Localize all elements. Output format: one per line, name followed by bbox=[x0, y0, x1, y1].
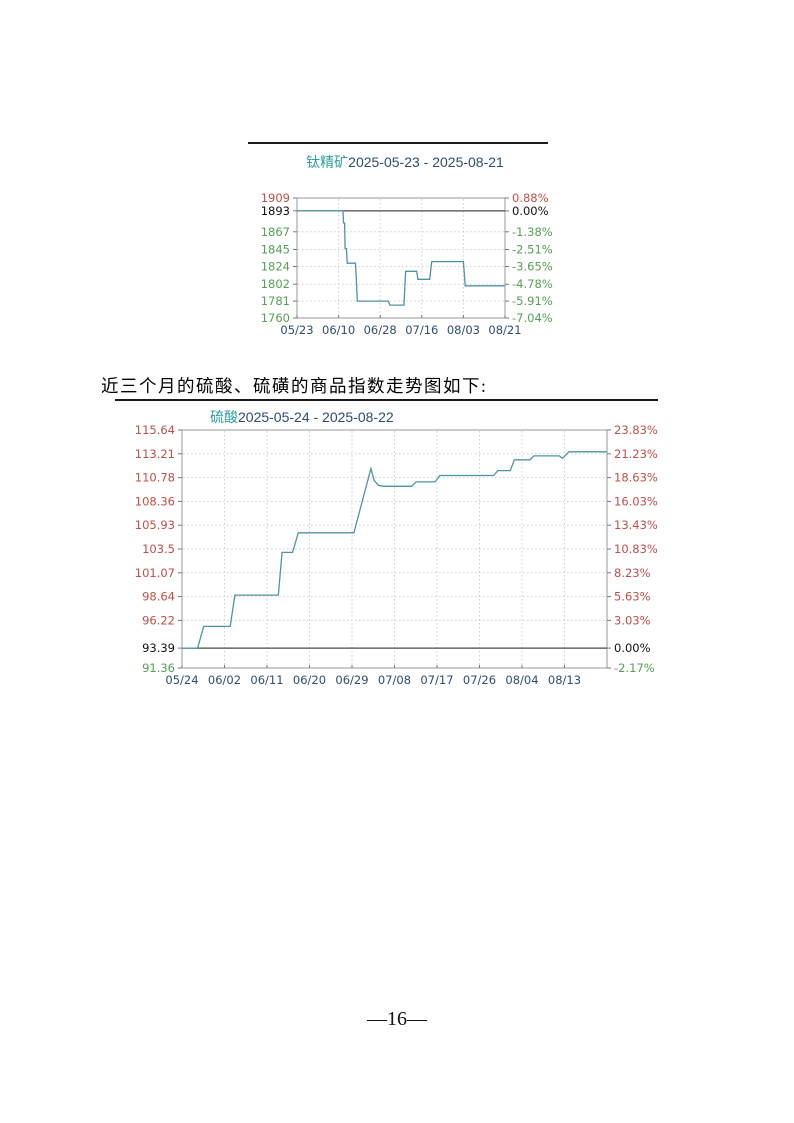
price-axis-label: 115.64 bbox=[135, 423, 175, 437]
percent-axis-label: 5.63% bbox=[614, 590, 651, 604]
titanium-plot-area: 1909 0.88% 1893 0.00% 1867 -1.38% 1845 -2.51% 18… bbox=[240, 145, 570, 360]
price-axis-label: 108.36 bbox=[135, 494, 175, 508]
price-axis-label: 1760 bbox=[261, 311, 290, 325]
percent-axis-label: 10.83% bbox=[614, 542, 658, 556]
price-axis-label: 91.36 bbox=[142, 661, 175, 675]
percent-axis-label: 13.43% bbox=[614, 518, 658, 532]
price-axis-label: 1824 bbox=[261, 260, 290, 274]
chart-title: 硫酸2025-05-24 - 2025-08-22 bbox=[210, 407, 394, 427]
date-axis-label: 08/03 bbox=[447, 323, 480, 337]
price-axis-label: 93.39 bbox=[142, 641, 175, 655]
price-axis-label: 1845 bbox=[261, 243, 290, 257]
divider-rule-top bbox=[248, 142, 548, 144]
sulfuric-acid-chart: 硫酸2025-05-24 - 2025-08-22 115.64 23.83% 11… bbox=[125, 400, 685, 700]
chart-date-range: 2025-05-23 - 2025-08-21 bbox=[348, 154, 504, 170]
date-axis-label: 06/29 bbox=[335, 673, 368, 687]
price-axis-label: 105.93 bbox=[135, 518, 175, 532]
price-axis-label: 96.22 bbox=[142, 613, 175, 627]
price-axis-label: 110.78 bbox=[135, 471, 175, 485]
chart-series-name: 硫酸 bbox=[210, 409, 238, 425]
percent-axis-label: 3.03% bbox=[614, 613, 651, 627]
price-axis-label: 103.5 bbox=[142, 542, 175, 556]
titanium-concentrate-chart: 钛精矿2025-05-23 - 2025-08-21 1909 0.88% 1893… bbox=[240, 145, 570, 355]
date-axis-label: 05/23 bbox=[280, 323, 313, 337]
percent-axis-label: 16.03% bbox=[614, 494, 658, 508]
percent-axis-label: 18.63% bbox=[614, 471, 658, 485]
date-axis-label: 07/16 bbox=[405, 323, 438, 337]
price-axis-label: 1893 bbox=[261, 204, 290, 218]
percent-axis-label: 0.00% bbox=[614, 641, 651, 655]
date-axis-label: 07/17 bbox=[420, 673, 453, 687]
percent-axis-label: 8.23% bbox=[614, 566, 651, 580]
percent-axis-label: 0.88% bbox=[512, 191, 549, 205]
price-axis-label: 1781 bbox=[261, 294, 290, 308]
chart-date-range: 2025-05-24 - 2025-08-22 bbox=[238, 409, 394, 425]
divider-rule-middle bbox=[115, 399, 658, 401]
titanium-concentrate-index-svg: 1909 0.88% 1893 0.00% 1867 -1.38% 1845 -2.51% 18… bbox=[261, 191, 553, 337]
date-axis-label: 06/11 bbox=[250, 673, 283, 687]
percent-axis-label: -3.65% bbox=[512, 260, 553, 274]
percent-axis-label: 21.23% bbox=[614, 447, 658, 461]
date-axis-label: 07/08 bbox=[378, 673, 411, 687]
percent-axis-label: -4.78% bbox=[512, 277, 553, 291]
series-line bbox=[182, 451, 607, 649]
price-axis-label: 1867 bbox=[261, 225, 290, 239]
percent-axis-label: -7.04% bbox=[512, 311, 553, 325]
date-axis-label: 06/20 bbox=[293, 673, 326, 687]
date-axis-label: 08/21 bbox=[488, 323, 521, 337]
date-axis-label: 06/02 bbox=[208, 673, 241, 687]
chart-series-name: 钛精矿 bbox=[306, 154, 349, 170]
series-line bbox=[297, 210, 505, 306]
percent-axis-label: -5.91% bbox=[512, 294, 553, 308]
percent-axis-label: -1.38% bbox=[512, 225, 553, 239]
sulfuric-acid-index-svg: 115.64 23.83% 113.21 21.23% 110.78 18.63% 108.… bbox=[135, 423, 658, 687]
chart-title: 钛精矿2025-05-23 - 2025-08-21 bbox=[240, 152, 570, 172]
percent-axis-label: 0.00% bbox=[512, 204, 549, 218]
sulfuric-acid-plot-area: 115.64 23.83% 113.21 21.23% 110.78 18.63% 108.… bbox=[125, 400, 685, 705]
percent-axis-label: -2.17% bbox=[614, 661, 655, 675]
body-paragraph: 近三个月的硫酸、硫磺的商品指数走势图如下: bbox=[101, 376, 488, 396]
price-axis-label: 101.07 bbox=[135, 566, 175, 580]
plot-frame bbox=[296, 197, 506, 319]
price-axis-label: 1802 bbox=[261, 277, 290, 291]
price-axis-label: 98.64 bbox=[142, 590, 175, 604]
date-axis-label: 06/10 bbox=[322, 323, 355, 337]
page-number: —16— bbox=[367, 1008, 427, 1030]
date-axis-label: 06/28 bbox=[364, 323, 397, 337]
percent-axis-label: -2.51% bbox=[512, 243, 553, 257]
date-axis-label: 08/13 bbox=[548, 673, 581, 687]
date-axis-label: 07/26 bbox=[463, 673, 496, 687]
date-axis-label: 05/24 bbox=[165, 673, 198, 687]
percent-axis-label: 23.83% bbox=[614, 423, 658, 437]
price-axis-label: 1909 bbox=[261, 191, 290, 205]
date-axis-label: 08/04 bbox=[505, 673, 538, 687]
price-axis-label: 113.21 bbox=[135, 447, 175, 461]
